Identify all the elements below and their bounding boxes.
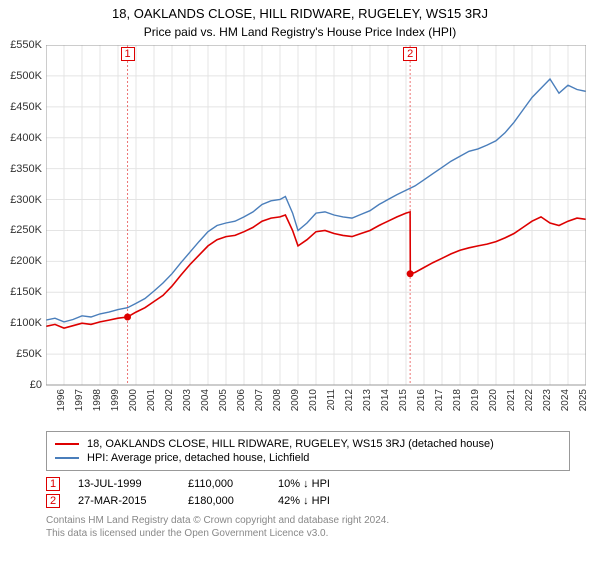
x-axis-label: 2018 [452,389,463,412]
sale-date: 27-MAR-2015 [78,495,188,507]
y-axis-label: £150K [2,286,42,298]
sale-diff: 42% ↓ HPI [278,495,358,507]
x-axis-label: 2000 [128,389,139,412]
y-axis-label: £0 [2,379,42,391]
legend-label: 18, OAKLANDS CLOSE, HILL RIDWARE, RUGELE… [87,438,494,450]
x-axis-label: 2022 [524,389,535,412]
sale-diff: 10% ↓ HPI [278,478,358,490]
y-axis-label: £100K [2,317,42,329]
x-axis-label: 2024 [560,389,571,412]
x-axis-label: 2003 [182,389,193,412]
x-axis-label: 2025 [578,389,586,412]
x-axis-label: 2009 [290,389,301,412]
y-axis-label: £350K [2,163,42,175]
x-axis-label: 2015 [398,389,409,412]
footnote-line: Contains HM Land Registry data © Crown c… [46,514,600,527]
sale-price: £110,000 [188,478,278,490]
sale-marker-cell: 1 [46,477,60,491]
sale-marker-1: 1 [121,47,135,61]
y-axis-label: £400K [2,132,42,144]
legend: 18, OAKLANDS CLOSE, HILL RIDWARE, RUGELE… [46,431,570,471]
legend-label: HPI: Average price, detached house, Lich… [87,452,309,464]
chart-title: 18, OAKLANDS CLOSE, HILL RIDWARE, RUGELE… [0,6,600,21]
y-axis-label: £550K [2,39,42,51]
sale-date: 13-JUL-1999 [78,478,188,490]
x-axis-label: 2019 [470,389,481,412]
x-axis-label: 1996 [56,389,67,412]
x-axis-label: 2004 [200,389,211,412]
x-axis-label: 1999 [110,389,121,412]
sale-price: £180,000 [188,495,278,507]
chart-subtitle: Price paid vs. HM Land Registry's House … [0,25,600,39]
x-axis-label: 1995 [46,389,49,412]
legend-swatch [55,457,79,459]
x-axis-label: 2010 [308,389,319,412]
sales-table: 1 13-JUL-1999£110,00010% ↓ HPI 2 27-MAR-201… [46,477,600,508]
y-axis-label: £500K [2,70,42,82]
y-axis-label: £50K [2,348,42,360]
x-axis-label: 1998 [92,389,103,412]
chart-svg: 1995 1996 1997 1998 1999 2000 2001 2002 2003 2004… [46,45,586,421]
x-axis-label: 2016 [416,389,427,412]
x-axis-label: 2017 [434,389,445,412]
chart-area: £0 £50K £100K £150K £200K £250K £300K £350K £400… [0,45,600,425]
x-axis-label: 2020 [488,389,499,412]
x-axis-label: 2011 [326,389,337,411]
y-axis-label: £250K [2,224,42,236]
legend-item: 18, OAKLANDS CLOSE, HILL RIDWARE, RUGELE… [55,438,561,450]
legend-swatch [55,443,79,445]
x-axis-label: 2006 [236,389,247,412]
y-axis-label: £450K [2,101,42,113]
y-axis-label: £300K [2,194,42,206]
legend-item: HPI: Average price, detached house, Lich… [55,452,561,464]
y-axis-label: £200K [2,255,42,267]
x-axis-label: 2013 [362,389,373,412]
x-axis-label: 2007 [254,389,265,412]
x-axis-label: 2023 [542,389,553,412]
sale-marker-cell: 2 [46,494,60,508]
x-axis-label: 2014 [380,389,391,412]
footnote-line: This data is licensed under the Open Gov… [46,527,600,540]
sale-row: 2 27-MAR-2015£180,00042% ↓ HPI [46,494,600,508]
sale-marker-2: 2 [403,47,417,61]
x-axis-label: 2002 [164,389,175,412]
x-axis-label: 2021 [506,389,517,412]
sale-row: 1 13-JUL-1999£110,00010% ↓ HPI [46,477,600,491]
x-axis-label: 2005 [218,389,229,412]
footnote: Contains HM Land Registry data © Crown c… [46,514,600,540]
x-axis-label: 1997 [74,389,85,412]
x-axis-label: 2008 [272,389,283,412]
x-axis-label: 2001 [146,389,157,412]
x-axis-label: 2012 [344,389,355,412]
